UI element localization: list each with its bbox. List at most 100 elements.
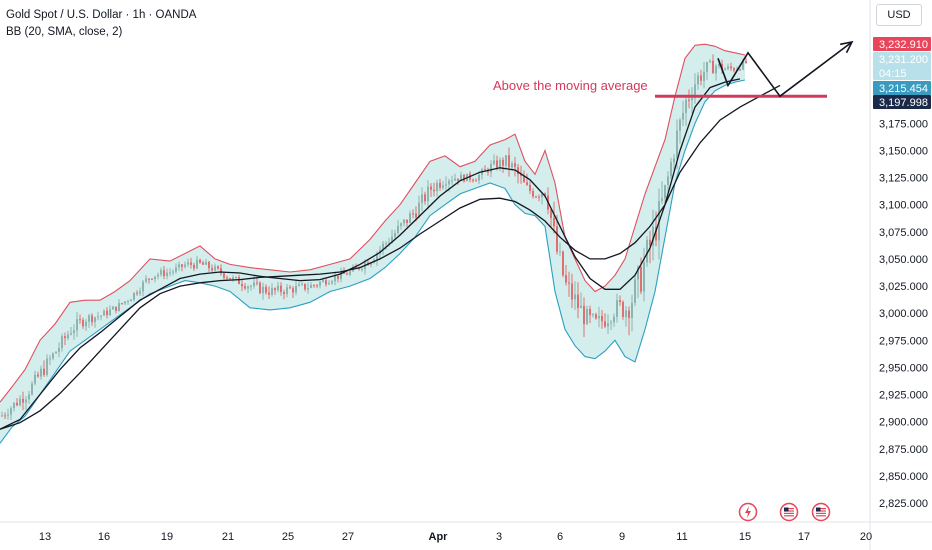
candle-body [655,226,657,241]
x-tick-label: 6 [557,531,563,543]
candle-body [439,182,441,188]
candle-body [565,275,567,283]
symbol-title[interactable]: Gold Spot / U.S. Dollar · 1h · OANDA [6,9,197,21]
bollinger-band-fill [0,44,745,444]
candle-body [253,282,255,287]
candle-body [706,62,708,72]
candle-body [16,402,18,406]
candle-body [289,287,291,289]
candle-body [226,277,228,279]
candle-body [559,251,561,253]
candle-body [181,264,183,267]
candle-body [370,262,372,266]
y-tick-label: 2,825.000 [879,498,928,510]
candle-body [193,264,195,269]
plot-area[interactable] [0,0,870,520]
price-badge-label: 04:15 [879,68,907,80]
candle-body [82,319,84,327]
candle-body [688,99,690,101]
candle-body [478,174,480,181]
candle-body [214,266,216,271]
candle-body [460,174,462,181]
candle-body [670,162,672,177]
flag-canton [816,507,821,512]
price-badge[interactable] [873,95,931,109]
candle-body [424,194,426,202]
candle-body [610,322,612,324]
candle-body [409,213,411,223]
x-tick-label: 20 [860,531,872,543]
candle-body [598,316,600,319]
indicator-label[interactable]: BB (20, SMA, close, 2) [6,26,123,38]
candle-body [685,99,687,113]
candle-body [97,316,99,318]
candle-body [307,288,309,290]
price-badge[interactable] [873,37,931,51]
candle-body [124,301,126,304]
candle-body [403,219,405,224]
candle-body [406,219,408,223]
candle-body [712,60,714,74]
y-tick-label: 2,950.000 [879,362,928,374]
price-badge[interactable] [873,66,931,80]
candle-body [295,286,297,293]
x-tick-label: 3 [496,531,502,543]
candle-body [652,226,654,246]
candle-body [571,283,573,300]
candle-body [286,287,288,295]
candle-body [595,314,597,319]
candle-body [703,71,705,81]
candle-body [52,353,54,359]
candle-body [661,198,663,201]
candle-body [166,272,168,277]
annotation-text[interactable]: Above the moving average [493,78,648,93]
candle-body [22,398,24,403]
candle-body [133,292,135,300]
candle-body [139,291,141,294]
candle-body [268,292,270,295]
candle-body [1,415,3,417]
candle-body [199,259,201,263]
price-badge[interactable] [873,81,931,95]
candle-body [49,358,51,360]
candle-body [676,130,678,159]
x-tick-label: 17 [798,531,810,543]
candle-body [232,277,234,280]
candle-body [73,330,75,333]
candle-body [700,75,702,81]
candle-body [586,309,588,325]
x-tick-label: 16 [98,531,110,543]
candle-body [496,160,498,169]
price-badge-label: 3,232.910 [879,39,928,51]
candle-body [643,262,645,292]
candle-body [631,302,633,318]
candle-body [502,159,504,166]
y-tick-label: 2,850.000 [879,471,928,483]
price-badge[interactable] [873,52,931,66]
candle-body [682,112,684,120]
us-flag-icon[interactable] [811,502,831,522]
candle-body [421,194,423,203]
candle-body [31,383,33,395]
candle-body [397,225,399,233]
candle-body [745,60,747,63]
currency-button[interactable]: USD [876,4,922,26]
candle-body [85,321,87,327]
candle-body [43,368,45,375]
moving-average-slow [0,84,781,430]
candle-body [346,273,348,275]
candle-body [184,264,186,267]
y-tick-label: 3,150.000 [879,146,928,158]
candle-body [223,273,225,278]
projection-path[interactable] [717,41,853,98]
candle-body [517,167,519,175]
y-tick-label: 3,175.000 [879,118,928,130]
candle-body [205,261,207,265]
candle-body [511,163,513,168]
us-flag-icon[interactable] [779,502,799,522]
candle-body [445,184,447,186]
candle-body [589,309,591,315]
candle-body [283,292,285,294]
y-tick-label: 3,125.000 [879,173,928,185]
